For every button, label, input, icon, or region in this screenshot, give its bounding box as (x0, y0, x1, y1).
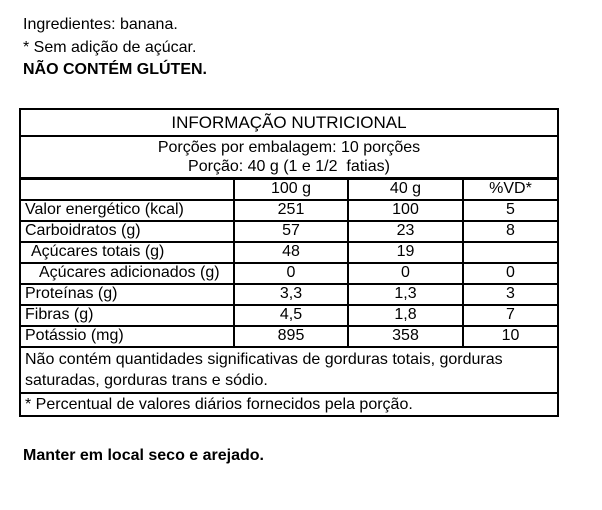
value-vd: 0 (462, 261, 559, 285)
value-per-40g: 19 (347, 240, 464, 264)
column-header-40g: 40 g (347, 177, 464, 201)
value-vd: 8 (462, 219, 559, 243)
value-per-40g: 23 (347, 219, 464, 243)
value-per-100g: 4,5 (233, 303, 349, 327)
value-per-100g: 48 (233, 240, 349, 264)
nutrition-facts-table: INFORMAÇÃO NUTRICIONAL Porções por embal… (19, 108, 559, 417)
column-header-row: 100 g 40 g %VD* (19, 177, 559, 201)
serving-size: Porção: 40 g (1 e 1/2 fatias) (188, 158, 390, 175)
value-per-100g: 251 (233, 198, 349, 222)
footnote-vd-explanation: * Percentual de valores diários fornecid… (19, 391, 559, 417)
ingredients-line: Ingredientes: banana. (23, 16, 178, 33)
row-label: Potássio (mg) (19, 324, 235, 348)
value-vd: 10 (462, 324, 559, 348)
table-row-energy: Valor energético (kcal) 251 100 5 (19, 198, 559, 222)
storage-instructions: Manter em local seco e arejado. (23, 447, 264, 464)
row-label: Açúcares adicionados (g) (19, 261, 235, 285)
table-title-row: INFORMAÇÃO NUTRICIONAL (19, 108, 559, 137)
servings-per-package: Porções por embalagem: 10 porções (157, 139, 421, 156)
column-header-vd: %VD* (462, 177, 559, 201)
table-row-carbs: Carboidratos (g) 57 23 8 (19, 219, 559, 243)
no-added-sugar-line: * Sem adição de açúcar. (23, 38, 197, 56)
gluten-free-line: NÃO CONTÉM GLÚTEN. (23, 61, 207, 78)
row-label: Valor energético (kcal) (19, 198, 235, 222)
row-label: Carboidratos (g) (19, 219, 235, 243)
value-per-100g: 0 (233, 261, 349, 285)
row-label: Açúcares totais (g) (19, 240, 235, 264)
column-header-100g: 100 g (233, 177, 349, 201)
row-label: Proteínas (g) (19, 282, 235, 306)
table-row-added-sugars: Açúcares adicionados (g) 0 0 0 (19, 261, 559, 285)
footnote-row-fats: Não contém quantidades significativas de… (19, 345, 559, 394)
row-label: Fibras (g) (19, 303, 235, 327)
footnote-no-significant-fats: Não contém quantidades significativas de… (19, 345, 559, 394)
table-row-total-sugars: Açúcares totais (g) 48 19 (19, 240, 559, 264)
serving-info-row: Porções por embalagem: 10 porções Porção… (19, 135, 559, 180)
value-per-100g: 895 (233, 324, 349, 348)
value-vd: 5 (462, 198, 559, 222)
value-per-40g: 100 (347, 198, 464, 222)
value-per-40g: 0 (347, 261, 464, 285)
intro-text-block: Ingredientes: banana. * Sem adição de aç… (23, 14, 207, 82)
table-title: INFORMAÇÃO NUTRICIONAL (19, 108, 559, 137)
footnote-row-vd: * Percentual de valores diários fornecid… (19, 391, 559, 417)
table-row-fiber: Fibras (g) 4,5 1,8 7 (19, 303, 559, 327)
serving-info-cell: Porções por embalagem: 10 porções Porção… (19, 135, 559, 180)
nutrition-facts-table-wrap: INFORMAÇÃO NUTRICIONAL Porções por embal… (19, 108, 559, 417)
value-per-100g: 3,3 (233, 282, 349, 306)
value-per-40g: 1,8 (347, 303, 464, 327)
table-row-potassium: Potássio (mg) 895 358 10 (19, 324, 559, 348)
column-header-blank (19, 177, 235, 201)
value-per-40g: 358 (347, 324, 464, 348)
value-per-100g: 57 (233, 219, 349, 243)
value-vd (462, 240, 559, 264)
value-vd: 3 (462, 282, 559, 306)
table-row-protein: Proteínas (g) 3,3 1,3 3 (19, 282, 559, 306)
value-per-40g: 1,3 (347, 282, 464, 306)
value-vd: 7 (462, 303, 559, 327)
